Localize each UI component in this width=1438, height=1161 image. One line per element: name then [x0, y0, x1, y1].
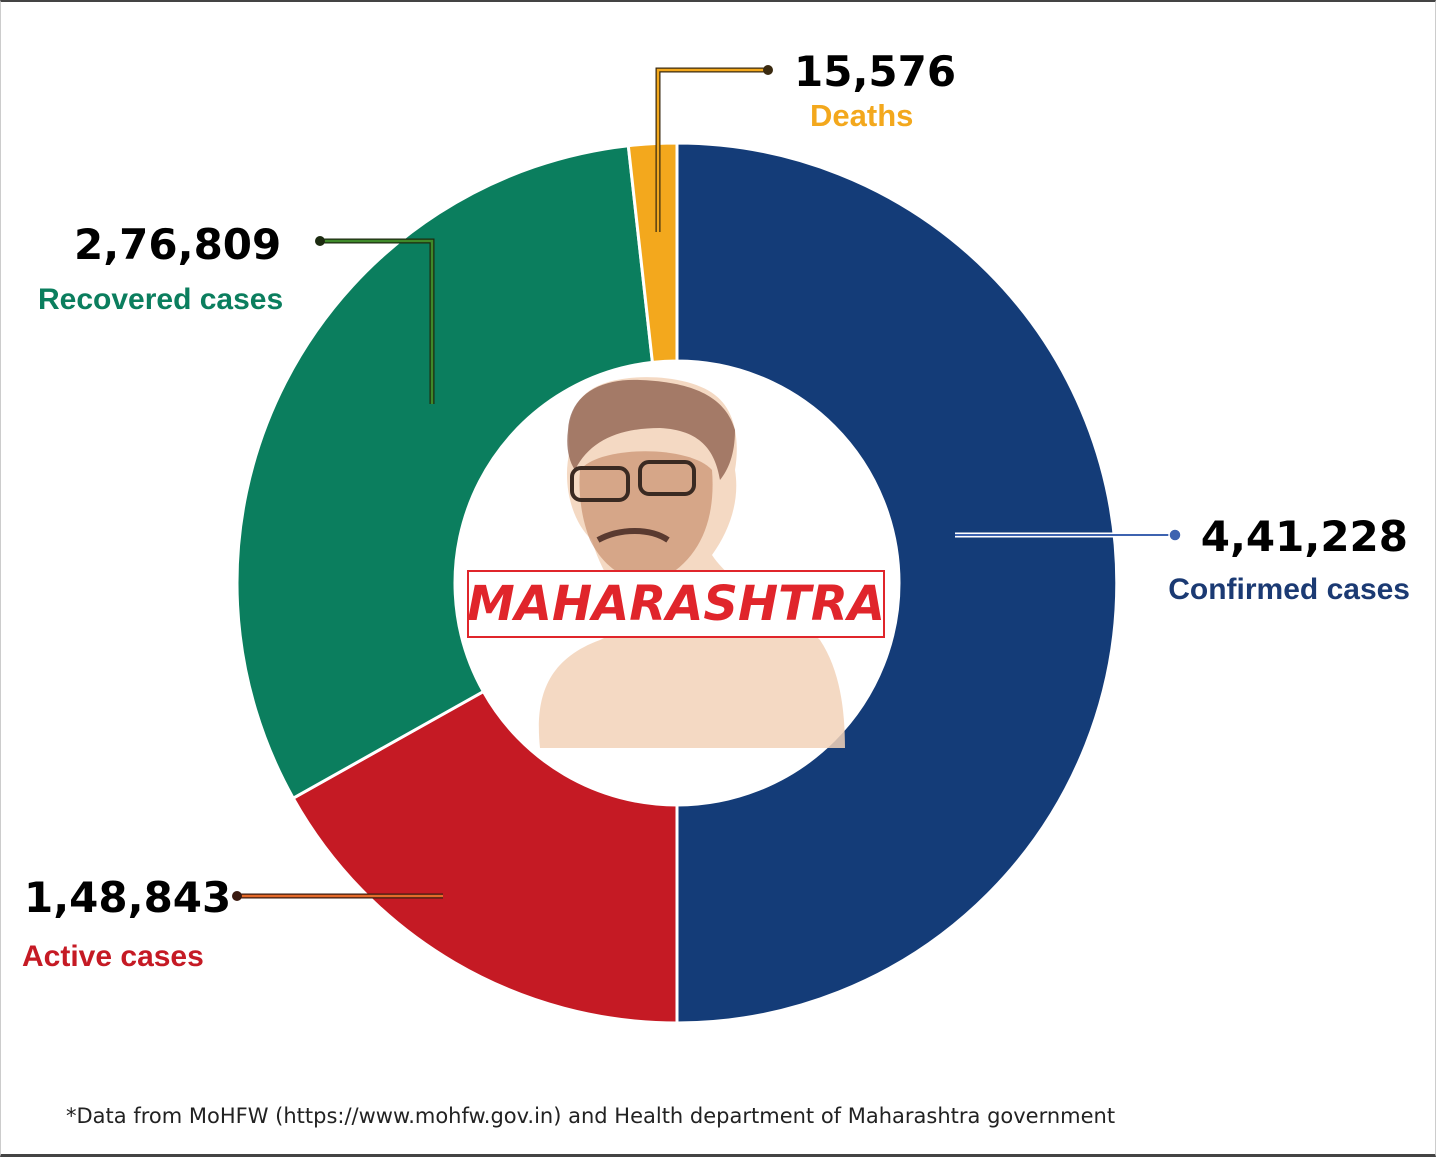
active-label: Active cases — [22, 940, 204, 973]
slice-confirmed-cases — [675, 141, 1119, 1025]
recovered-label: Recovered cases — [38, 283, 283, 316]
leader-recovered — [315, 236, 435, 404]
leader-active — [232, 891, 443, 901]
deaths-label: Deaths — [810, 98, 913, 133]
confirmed-label: Confirmed cases — [1168, 573, 1410, 606]
slice-deaths — [626, 141, 679, 365]
slice-active-cases — [291, 689, 679, 1025]
footnote: *Data from MoHFW (https://www.mohfw.gov.… — [66, 1104, 1116, 1128]
leader-confirmed — [955, 528, 1182, 542]
center-label-box — [467, 570, 885, 638]
center-label: MAHARASHTRA — [467, 576, 885, 632]
slice-recovered-cases — [235, 144, 655, 801]
portrait-illustration — [538, 377, 845, 748]
active-value: 1,48,843 — [24, 873, 231, 922]
leader-deaths — [655, 65, 773, 232]
confirmed-value: 4,41,228 — [1201, 512, 1408, 561]
recovered-value: 2,76,809 — [74, 220, 281, 269]
deaths-value: 15,576 — [794, 47, 956, 96]
